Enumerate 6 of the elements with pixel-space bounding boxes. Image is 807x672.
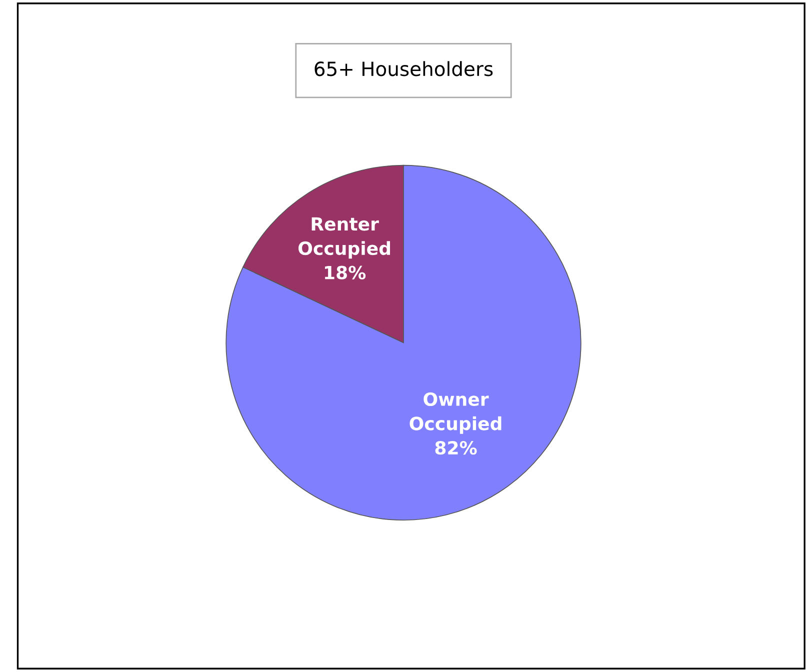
chart-title: 65+ Householders <box>314 61 493 76</box>
data-label: 82% <box>435 441 477 455</box>
pie-slice <box>226 164 582 521</box>
slice-label: Owner Occupied <box>410 392 502 434</box>
data-label: 18% <box>324 266 366 280</box>
slice-label: Renter Occupied <box>298 217 390 259</box>
